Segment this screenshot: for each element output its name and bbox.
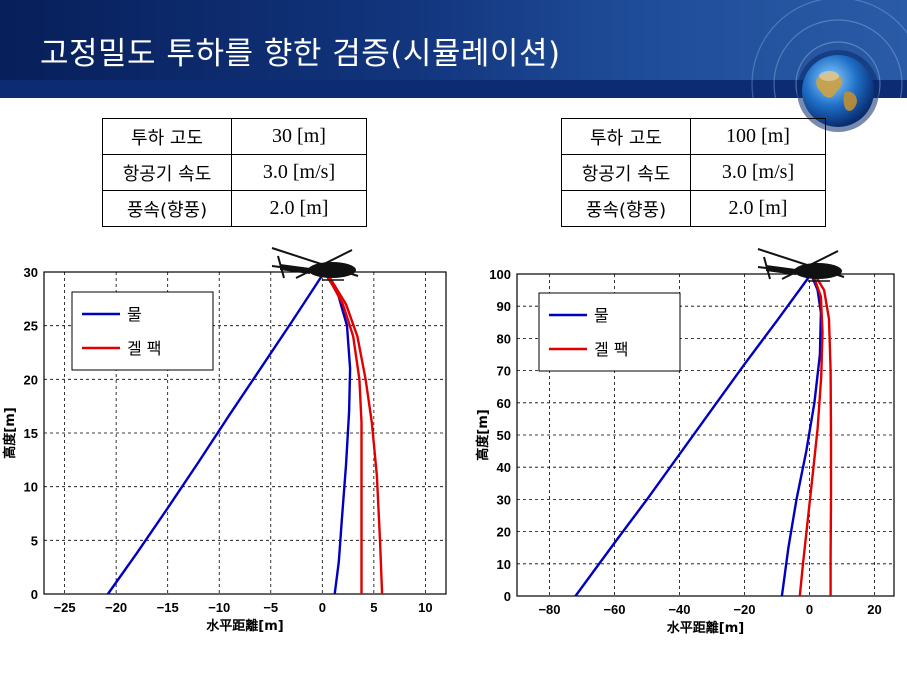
- helicopter-icon: [757, 248, 845, 282]
- x-tick-label: −10: [208, 600, 230, 615]
- x-axis-label: 水平距離[m]: [667, 620, 744, 636]
- y-tick-label: 0: [31, 587, 38, 602]
- y-tick-label: 20: [24, 372, 38, 387]
- series-line: [323, 271, 352, 595]
- legend-label: 겔 팩: [127, 339, 162, 358]
- params-table-right: 투하 고도 100 [m] 항공기 속도 3.0 [m/s] 풍속(향풍) 2.…: [561, 118, 826, 227]
- x-axis-label: 水平距離[m]: [206, 618, 283, 634]
- params-table-left: 투하 고도 30 [m] 항공기 속도 3.0 [m/s] 풍속(향풍) 2.0…: [102, 118, 367, 227]
- param-label: 항공기 속도: [102, 154, 232, 191]
- x-tick-label: −25: [54, 600, 76, 615]
- series-line: [325, 271, 384, 595]
- x-tick-label: −20: [733, 602, 755, 617]
- x-tick-label: 0: [806, 602, 813, 617]
- y-tick-label: 50: [497, 428, 511, 443]
- x-tick-label: −15: [157, 600, 179, 615]
- param-value: 3.0 [m/s]: [690, 154, 826, 191]
- table-row: 풍속(향풍) 2.0 [m]: [561, 190, 826, 227]
- globe-icon: [797, 50, 879, 132]
- param-value: 100 [m]: [690, 118, 826, 155]
- title-banner: 고정밀도 투하를 향한 검증(시뮬레이션): [0, 0, 907, 98]
- param-value: 3.0 [m/s]: [231, 154, 367, 191]
- x-tick-label: −60: [603, 602, 625, 617]
- helicopter-icon: [271, 247, 359, 281]
- plot-frame: [516, 273, 895, 597]
- param-label: 풍속(향풍): [561, 190, 691, 227]
- param-label: 투하 고도: [561, 118, 691, 155]
- y-tick-label: 60: [497, 396, 511, 411]
- x-tick-label: −80: [538, 602, 560, 617]
- plot-frame: [43, 271, 447, 595]
- helicopter-body: [308, 262, 356, 278]
- x-tick-label: 0: [319, 600, 326, 615]
- y-tick-label: 90: [497, 299, 511, 314]
- table-row: 풍속(향풍) 2.0 [m]: [102, 190, 367, 227]
- slide-title: 고정밀도 투하를 향한 검증(시뮬레이션): [40, 36, 561, 72]
- y-axis-label: 高度[m]: [2, 407, 18, 458]
- y-tick-label: 80: [497, 331, 511, 346]
- x-tick-label: −5: [263, 600, 278, 615]
- legend-label: 겔 팩: [594, 340, 629, 359]
- chart-2: −80 −60 −40 −20 0 20 0 10 20 30 40 50 60 70 80 90 100 水平距…: [475, 248, 895, 636]
- y-tick-label: 20: [497, 525, 511, 540]
- legend-box: [538, 292, 681, 372]
- y-tick-label: 25: [24, 319, 38, 334]
- y-tick-label: 15: [24, 426, 38, 441]
- param-label: 투하 고도: [102, 118, 232, 155]
- chart-1: −25 −20 −15 −10 −5 0 5 10 0 5 10 15 20 25 30 水平距離[m] 高度[…: [2, 247, 447, 634]
- y-tick-label: 0: [504, 589, 511, 604]
- y-tick-label: 10: [24, 480, 38, 495]
- y-tick-label: 40: [497, 460, 511, 475]
- table-row: 항공기 속도 3.0 [m/s]: [102, 154, 367, 191]
- series-line: [798, 273, 824, 597]
- banner-stripe: [0, 80, 907, 98]
- legend-label: 물: [594, 306, 609, 325]
- series-line: [813, 273, 833, 596]
- y-tick-label: 5: [31, 533, 38, 548]
- tail-rotor: [757, 266, 775, 270]
- series-line: [106, 271, 326, 595]
- series-line: [324, 271, 363, 594]
- y-tick-label: 30: [24, 265, 38, 280]
- y-tick-label: 10: [497, 557, 511, 572]
- x-tick-label: −40: [668, 602, 690, 617]
- param-value: 2.0 [m]: [231, 190, 367, 227]
- legend-label: 물: [127, 305, 142, 324]
- x-tick-label: 5: [370, 600, 377, 615]
- table-row: 투하 고도 100 [m]: [561, 118, 826, 155]
- y-axis-label: 高度[m]: [475, 409, 491, 460]
- tail-rotor: [271, 265, 289, 269]
- legend-box: [71, 291, 214, 371]
- y-tick-label: 70: [497, 364, 511, 379]
- series-line: [574, 273, 813, 597]
- x-tick-label: −20: [105, 600, 127, 615]
- table-row: 투하 고도 30 [m]: [102, 118, 367, 155]
- param-value: 2.0 [m]: [690, 190, 826, 227]
- param-label: 풍속(향풍): [102, 190, 232, 227]
- x-tick-label: 10: [418, 600, 432, 615]
- helicopter-body: [794, 263, 842, 279]
- y-tick-label: 100: [489, 267, 511, 282]
- x-tick-label: 20: [867, 602, 881, 617]
- series-line: [780, 273, 823, 597]
- y-tick-label: 30: [497, 492, 511, 507]
- helicopter-tail: [280, 264, 310, 274]
- helicopter-tail: [766, 265, 796, 275]
